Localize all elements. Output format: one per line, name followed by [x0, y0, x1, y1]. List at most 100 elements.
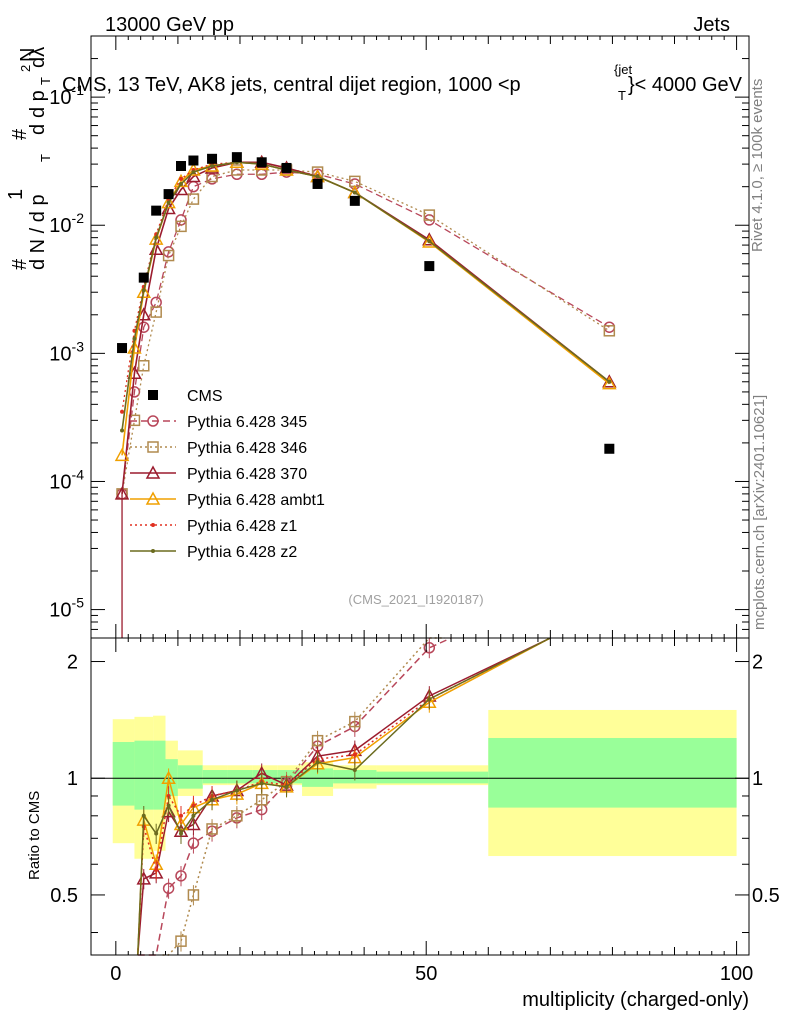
point-data — [117, 343, 128, 354]
point-z2 — [210, 163, 215, 168]
analysis-watermark: (CMS_2021_I1920187) — [348, 592, 483, 607]
point-data — [281, 162, 292, 173]
ratio-band-inner — [488, 737, 737, 808]
ratio-tick-label-right: 1 — [752, 768, 763, 790]
ylabel-two: 2 — [18, 65, 33, 72]
ylabel-t-sub-2: T — [38, 77, 53, 85]
title-main: CMS, 13 TeV, AK8 jets, central dijet reg… — [62, 74, 521, 96]
ratio-point-z2 — [352, 768, 357, 773]
ratio-line-p346 — [162, 637, 445, 956]
point-z2 — [154, 235, 159, 240]
point-p346 — [150, 306, 162, 318]
legend-label: Pythia 6.428 z2 — [187, 544, 297, 561]
point-p346 — [423, 209, 436, 221]
legend-marker — [147, 441, 159, 453]
mcplots-label: mcplots.cern.ch [arXiv:2401.10621] — [751, 395, 768, 630]
ratio-band-inner — [177, 765, 203, 789]
legend-label: Pythia 6.428 345 — [187, 414, 307, 431]
point-z1 — [120, 409, 125, 414]
point-ambt1 — [114, 447, 130, 462]
ratio-point-p345 — [175, 870, 187, 882]
ratio-band-inner — [302, 768, 334, 787]
y-tick-label: 10-4 — [49, 466, 84, 493]
point-p346 — [231, 164, 243, 176]
legend-marker — [151, 549, 155, 553]
series-line-p345 — [121, 171, 610, 494]
point-ambt1 — [422, 234, 437, 248]
point-z2 — [607, 379, 612, 384]
legend-marker — [151, 523, 155, 527]
y-tick-label: 10-1 — [49, 82, 84, 109]
ylabel-one: 1 — [5, 189, 27, 200]
point-data — [256, 157, 267, 168]
ylabel-dp: d p — [27, 90, 49, 118]
point-z2 — [352, 190, 357, 195]
y-tick-label: 10-2 — [49, 210, 84, 237]
series-line-ambt1 — [121, 161, 610, 456]
point-ambt1 — [161, 195, 176, 209]
ratio-ylabel: Ratio to CMS — [26, 791, 43, 880]
header-left: 13000 GeV pp — [105, 14, 234, 36]
ratio-line-z2 — [137, 637, 551, 956]
point-data — [176, 160, 187, 171]
ylabel-t-sub: T — [38, 154, 53, 162]
ratio-line-ambt1 — [137, 637, 551, 956]
point-data — [231, 152, 242, 163]
ratio-tick-label: 1 — [67, 768, 78, 790]
ylabel-n: N — [17, 48, 39, 62]
ylabel-dndpt: d N / d p — [27, 194, 49, 270]
point-p346 — [603, 325, 616, 337]
point-p346 — [175, 220, 187, 233]
point-p346 — [187, 193, 200, 205]
ratio-point-z2 — [427, 697, 432, 702]
point-ambt1 — [148, 231, 164, 245]
point-data — [151, 205, 162, 216]
ratio-tick-label-right: 2 — [752, 652, 763, 674]
point-z2 — [179, 181, 184, 186]
ratio-point-p346 — [187, 889, 200, 901]
legend-marker — [148, 390, 158, 400]
ratio-point-p345 — [423, 642, 436, 654]
legend-label: Pythia 6.428 ambt1 — [187, 492, 325, 509]
ratio-band-inner — [112, 742, 135, 806]
point-data — [188, 155, 199, 166]
legend-item-p346: Pythia 6.428 346 — [130, 440, 307, 457]
main-ylabel: # 1 d N / d p T # d 2 N d p T dλ — [5, 47, 53, 270]
x-axis-label: multiplicity (charged-only) — [522, 989, 749, 1011]
legend-marker — [147, 415, 159, 427]
ratio-point-p346 — [175, 935, 187, 947]
legend-marker — [145, 465, 161, 479]
point-data — [424, 261, 435, 272]
ratio-point-z1 — [154, 867, 159, 872]
point-z2 — [141, 288, 146, 293]
ratio-point-ambt1 — [161, 770, 176, 784]
ratio-point-z2 — [179, 831, 184, 836]
ratio-line-z1 — [137, 637, 551, 956]
ratio-point-p346 — [206, 823, 218, 835]
ratio-tick-label-right: 0.5 — [752, 885, 780, 907]
x-tick-label: 50 — [415, 963, 437, 985]
title-tail: }< 4000 GeV — [628, 74, 743, 96]
ratio-point-z2 — [234, 788, 239, 793]
legend-label: CMS — [187, 388, 223, 405]
ratio-band-inner — [202, 770, 228, 784]
point-z2 — [191, 170, 196, 175]
series-line-p346 — [121, 169, 610, 494]
legend-item-z2: Pythia 6.428 z2 — [130, 544, 297, 561]
ratio-point-z2 — [259, 781, 264, 786]
legend-item-p370: Pythia 6.428 370 — [130, 465, 307, 483]
ratio-band-inner — [376, 771, 489, 784]
ratio-point-p346 — [349, 715, 361, 728]
legend-marker — [145, 491, 161, 505]
ylabel-hash-1: # — [9, 258, 31, 270]
ylabel-dlambda: dλ — [27, 47, 49, 68]
ratio-point-p370 — [186, 816, 201, 831]
ratio-point-z2 — [284, 784, 289, 789]
ratio-band-inner — [134, 740, 154, 810]
y-tick-label: 10-3 — [49, 338, 84, 365]
ratio-point-p346 — [231, 810, 243, 822]
ratio-tick-label: 0.5 — [50, 885, 78, 907]
legend-item-z1: Pythia 6.428 z1 — [130, 518, 297, 535]
legend-item-data: CMS — [148, 388, 223, 405]
rivet-label: Rivet 4.1.0, ≥ 100k events — [749, 79, 766, 252]
